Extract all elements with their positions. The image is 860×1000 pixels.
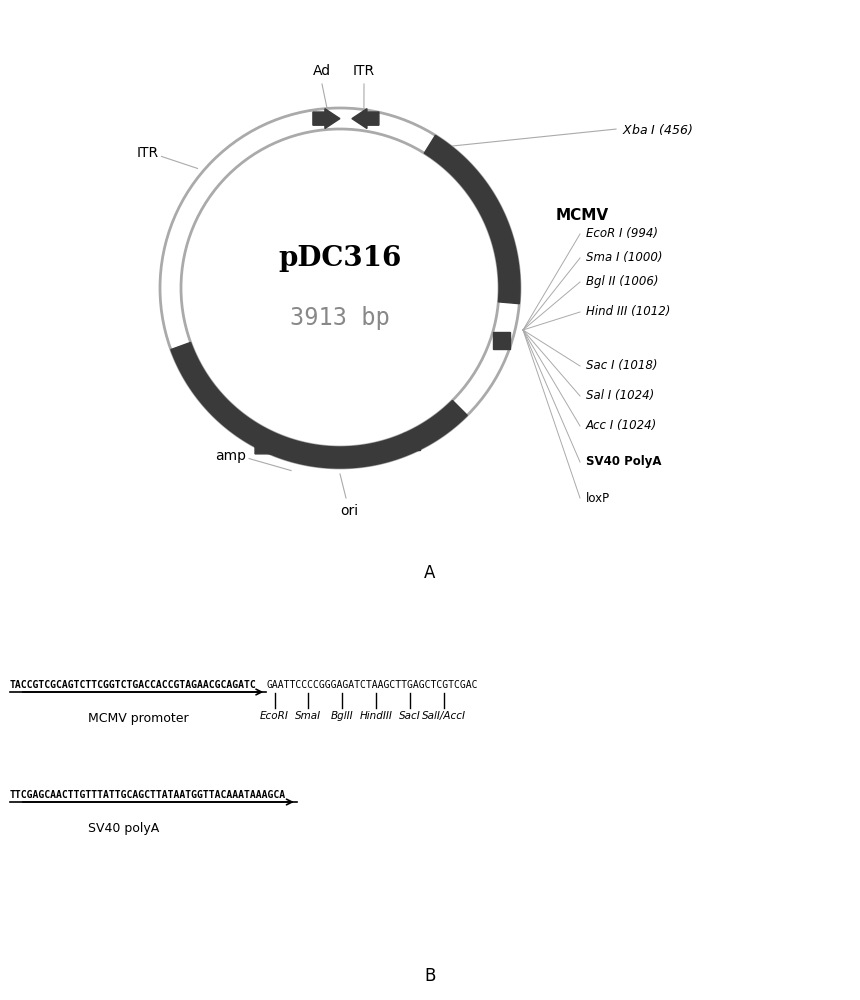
Bar bbox=[493, 332, 510, 349]
Text: Sma I (1000): Sma I (1000) bbox=[586, 251, 662, 264]
Text: SmaI: SmaI bbox=[295, 711, 322, 721]
Polygon shape bbox=[424, 135, 520, 304]
Text: ITR: ITR bbox=[137, 146, 158, 160]
FancyArrow shape bbox=[352, 109, 379, 129]
Polygon shape bbox=[171, 342, 467, 468]
Text: HindIII: HindIII bbox=[359, 711, 392, 721]
Text: 3913 bp: 3913 bp bbox=[290, 306, 390, 330]
Text: TACCGTCGCAGTCTTCGGTCTGACCACCGTAGAACGCAGATC: TACCGTCGCAGTCTTCGGTCTGACCACCGTAGAACGCAGA… bbox=[10, 680, 257, 690]
Text: TTCGAGCAACTTGTTTATTGCAGCTTATAATGGTTACAAATAAAGCA: TTCGAGCAACTTGTTTATTGCAGCTTATAATGGTTACAAA… bbox=[10, 790, 286, 800]
Text: Acc I (1024): Acc I (1024) bbox=[586, 420, 657, 432]
Text: SacI: SacI bbox=[399, 711, 421, 721]
Text: GAATTCCCCGGGAGATCTAAGCTTGAGCTCGTCGAC: GAATTCCCCGGGAGATCTAAGCTTGAGCTCGTCGAC bbox=[267, 680, 477, 690]
Text: BglII: BglII bbox=[331, 711, 353, 721]
Text: SalI/AccI: SalI/AccI bbox=[421, 711, 465, 721]
Text: pDC316: pDC316 bbox=[279, 244, 402, 271]
Text: B: B bbox=[424, 967, 436, 985]
Text: Bgl II (1006): Bgl II (1006) bbox=[586, 275, 659, 288]
Text: MCMV: MCMV bbox=[556, 209, 609, 224]
Text: $Xba$ I (456): $Xba$ I (456) bbox=[622, 122, 692, 137]
Text: Ad: Ad bbox=[313, 64, 331, 78]
Text: ori: ori bbox=[340, 504, 358, 518]
Text: Hind III (1012): Hind III (1012) bbox=[586, 306, 671, 318]
Text: A: A bbox=[424, 564, 436, 582]
FancyArrow shape bbox=[255, 437, 297, 457]
Text: SV40 polyA: SV40 polyA bbox=[89, 822, 160, 835]
Text: EcoRI: EcoRI bbox=[260, 711, 289, 721]
FancyArrow shape bbox=[313, 109, 340, 129]
Bar bbox=[403, 433, 420, 450]
Text: SV40 PolyA: SV40 PolyA bbox=[586, 456, 661, 468]
Text: Sal I (1024): Sal I (1024) bbox=[586, 389, 654, 402]
Text: EcoR I (994): EcoR I (994) bbox=[586, 228, 658, 240]
Text: MCMV promoter: MCMV promoter bbox=[88, 712, 188, 725]
Text: ITR: ITR bbox=[353, 64, 375, 78]
Text: loxP: loxP bbox=[586, 491, 610, 504]
Text: Sac I (1018): Sac I (1018) bbox=[586, 360, 658, 372]
Text: amp: amp bbox=[215, 449, 246, 463]
